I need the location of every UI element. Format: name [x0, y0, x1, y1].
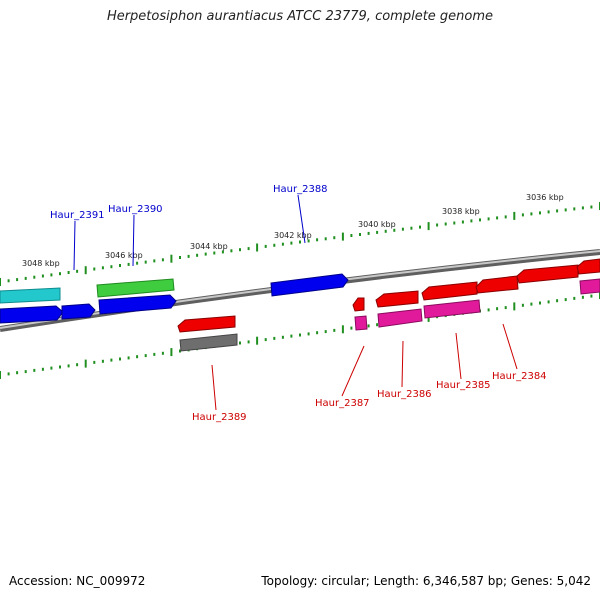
gene-arrow[interactable] [352, 297, 365, 312]
gene-arrow[interactable] [179, 333, 238, 352]
gene-arrow[interactable] [475, 275, 519, 294]
gene-label-haur-2385[interactable]: Haur_2385 [436, 380, 491, 391]
gene-arrow[interactable] [579, 278, 600, 295]
map-title: Herpetosiphon aurantiacus ATCC 23779, co… [106, 9, 494, 24]
accession-label: Accession: NC_009972 [9, 574, 146, 588]
gene-arrow[interactable] [0, 305, 64, 324]
tick-label-3038: 3038 kbp [442, 207, 480, 216]
gene-label-haur-2389[interactable]: Haur_2389 [192, 412, 247, 423]
tick-label-3044: 3044 kbp [190, 242, 228, 251]
gene-arrow[interactable] [375, 290, 419, 308]
gene-arrow[interactable] [421, 281, 478, 301]
gene-label-haur-2388[interactable]: Haur_2388 [273, 184, 328, 195]
gene-label-haur-2391[interactable]: Haur_2391 [50, 210, 105, 221]
gene-arrow[interactable] [354, 315, 368, 331]
gene-arrow[interactable] [423, 299, 481, 319]
gene-arrow[interactable] [177, 315, 236, 333]
gene-arrow[interactable] [98, 294, 177, 315]
gene-arrow[interactable] [377, 308, 423, 328]
gene-arrow[interactable] [61, 303, 96, 320]
gene-arrow[interactable] [576, 258, 600, 275]
gene-arrow[interactable] [96, 278, 175, 298]
tick-label-3048: 3048 kbp [22, 259, 60, 268]
tick-label-group: 3048 kbp 3046 kbp 3044 kbp 3042 kbp 3040… [22, 193, 564, 268]
label-leader-lines [73, 194, 518, 411]
gene-arrow[interactable] [516, 264, 579, 284]
outer-tick-track [0, 202, 600, 286]
tick-label-3040: 3040 kbp [358, 220, 396, 229]
gene-label-haur-2387[interactable]: Haur_2387 [315, 398, 370, 409]
gene-label-haur-2386[interactable]: Haur_2386 [377, 389, 432, 400]
genome-summary: Topology: circular; Length: 6,346,587 bp… [261, 574, 591, 588]
forward-genes [0, 273, 349, 324]
gene-arrow[interactable] [0, 287, 61, 304]
gene-labels: Haur_2391 Haur_2390 Haur_2388 Haur_2389 … [50, 184, 547, 423]
gene-arrow[interactable] [270, 273, 349, 297]
gene-label-haur-2384[interactable]: Haur_2384 [492, 371, 547, 382]
tick-label-3042: 3042 kbp [274, 231, 312, 240]
reverse-genes [177, 258, 600, 352]
tick-label-3046: 3046 kbp [105, 251, 143, 260]
tick-label-3036: 3036 kbp [526, 193, 564, 202]
gene-label-haur-2390[interactable]: Haur_2390 [108, 204, 163, 215]
inner-tick-track [0, 291, 600, 379]
